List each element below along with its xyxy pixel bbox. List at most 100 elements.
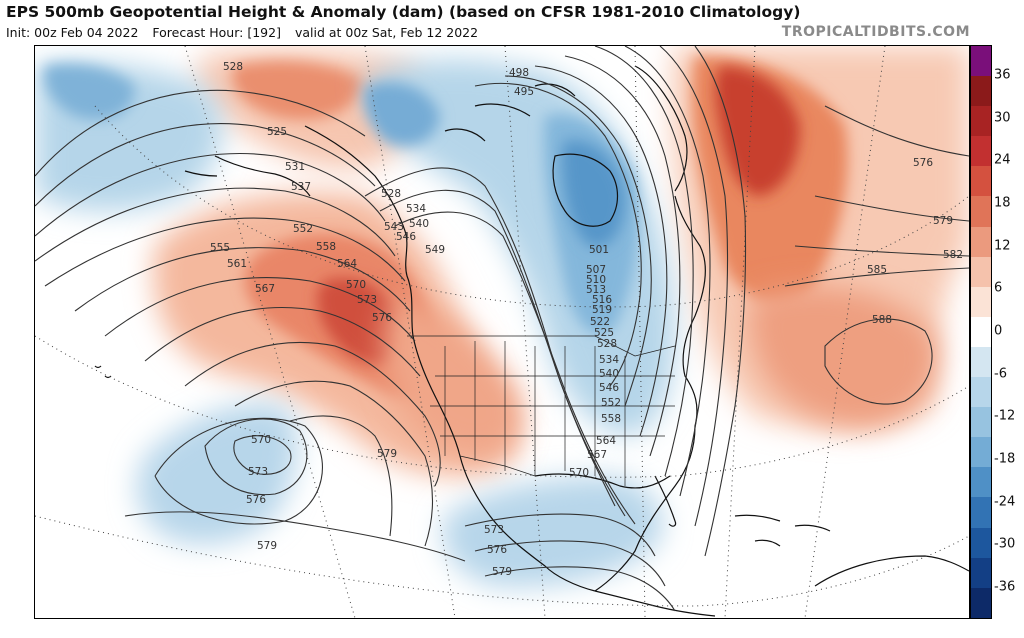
- colorbar-segment: [971, 316, 991, 347]
- colorbar-segment: [971, 377, 991, 408]
- ridge-pacific-core: [317, 277, 403, 365]
- contour-label: 516: [592, 294, 612, 306]
- contour-label: 588: [872, 314, 892, 326]
- contour-line: [233, 435, 292, 475]
- contour-label: 576: [487, 544, 507, 556]
- contour-label: 582: [943, 249, 963, 261]
- contour-label: 534: [599, 354, 619, 366]
- trough-canada-core: [561, 140, 625, 247]
- colorbar-tick-label: 18: [994, 195, 1011, 211]
- contour-label: 540: [409, 218, 429, 230]
- anomaly-colorbar: [970, 45, 992, 619]
- colorbar-tick-label: -36: [994, 579, 1016, 595]
- contour-label: 570: [251, 434, 271, 446]
- contour-line: [794, 245, 969, 257]
- contour-label: 534: [406, 203, 426, 215]
- anomaly-shading: [35, 46, 969, 587]
- map-title: EPS 500mb Geopotential Height & Anomaly …: [6, 3, 801, 21]
- contour-line: [594, 46, 694, 477]
- colorbar-segment: [971, 346, 991, 378]
- colorbar-tick-label: 6: [994, 280, 1003, 296]
- contour-label: 573: [248, 466, 268, 478]
- contour-label: 567: [587, 449, 607, 461]
- latitude-line-2: [35, 335, 969, 478]
- contour-label: 543: [384, 221, 404, 233]
- contour-label: 522: [590, 316, 610, 328]
- anomaly-map: 528 525 531 537 552 555 558 561 564 567 …: [34, 45, 970, 619]
- colorbar-segment: [971, 226, 991, 257]
- coast-florida: [654, 475, 677, 527]
- contour-line: [504, 75, 652, 407]
- colorbar-segment: [971, 256, 991, 287]
- coast-greenland: [634, 65, 688, 192]
- contour-line: [184, 341, 441, 487]
- longitude-line-3: [504, 46, 546, 618]
- coast-gulf: [534, 473, 671, 489]
- contour-line: [124, 511, 466, 562]
- colorbar-segment: [971, 467, 991, 498]
- contour-line: [44, 217, 406, 287]
- contour-line: [484, 566, 676, 612]
- coast-hudson-bay: [552, 153, 619, 227]
- contour-line: [35, 123, 376, 207]
- trough-mexico: [442, 476, 663, 587]
- trough-northwest-canada: [363, 82, 440, 146]
- contour-label: 525: [594, 327, 614, 339]
- contour-label: 528: [223, 61, 243, 73]
- contour-line: [624, 46, 711, 497]
- ridge-central-atlantic: [749, 286, 938, 427]
- longitude-line-5: [724, 46, 756, 618]
- contour-label: 528: [597, 338, 617, 350]
- contour-label: 525: [267, 126, 287, 138]
- contour-line: [35, 153, 386, 237]
- contour-label: 552: [293, 223, 313, 235]
- contour-label: 573: [484, 524, 504, 536]
- colorbar-segment: [971, 76, 991, 107]
- colorbar-segment: [971, 437, 991, 468]
- coast-caribbean-islands: [734, 514, 831, 547]
- contour-line: [824, 318, 933, 405]
- colorbar-tick-label: -18: [994, 451, 1016, 467]
- contour-label: 537: [291, 181, 311, 193]
- contour-label: 576: [372, 312, 392, 324]
- contour-label: 561: [227, 258, 247, 270]
- contour-label: 570: [569, 467, 589, 479]
- contour-label: 495: [514, 86, 534, 98]
- forecast-hour: Forecast Hour: [192]: [152, 25, 281, 40]
- contour-line: [364, 167, 616, 507]
- contour-line: [824, 105, 969, 157]
- map-subtitle: Init: 00z Feb 04 2022 Forecast Hour: [19…: [6, 25, 488, 40]
- valid-time: valid at 00z Sat, Feb 12 2022: [294, 25, 479, 40]
- contour-line: [474, 540, 666, 587]
- contour-line: [784, 267, 969, 287]
- map-canvas: 528 525 531 537 552 555 558 561 564 567 …: [35, 46, 969, 618]
- coast-central-america: [594, 590, 716, 617]
- colorbar-segment: [971, 557, 991, 588]
- colorbar-segment: [971, 106, 991, 137]
- contour-label: 576: [913, 157, 933, 169]
- border-us-canada: [407, 335, 676, 357]
- colorbar-tick-label: -24: [994, 494, 1016, 510]
- colorbar-tick-label: 0: [994, 323, 1003, 339]
- contour-line: [204, 418, 308, 496]
- coast-west-north-america: [304, 125, 596, 592]
- colorbar-segment: [971, 407, 991, 438]
- contour-line: [154, 417, 323, 525]
- contour-line: [394, 211, 636, 525]
- colorbar-segment: [971, 286, 991, 317]
- coast-east-north-america: [594, 195, 706, 592]
- coast-south-america: [814, 555, 969, 587]
- contour-label: 498: [509, 67, 529, 79]
- contour-label: 579: [492, 566, 512, 578]
- contour-label: 531: [285, 161, 305, 173]
- colorbar-segment: [971, 587, 991, 618]
- contour-line: [144, 306, 421, 377]
- colorbar-segment: [971, 166, 991, 197]
- contour-label: 558: [316, 241, 336, 253]
- contour-line: [474, 82, 642, 387]
- contour-label: 513: [586, 284, 606, 296]
- graticule: [35, 46, 969, 618]
- contour-line: [234, 380, 434, 547]
- colorbar-tick-label: -30: [994, 536, 1016, 552]
- contour-label: 579: [257, 540, 277, 552]
